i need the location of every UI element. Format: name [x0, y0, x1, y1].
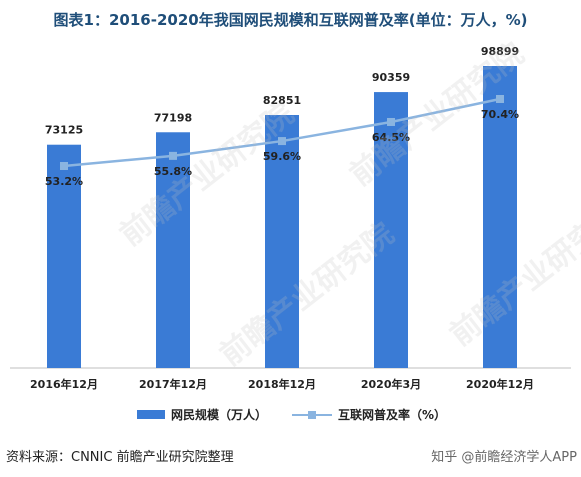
legend-label-line: 互联网普及率（%） — [338, 408, 447, 422]
line-point — [387, 117, 395, 126]
legend-swatch-line — [292, 410, 332, 420]
line-value-label: 55.8% — [154, 165, 192, 178]
bar — [374, 92, 408, 369]
bar — [265, 115, 299, 368]
x-tick-label: 2018年12月 — [248, 377, 316, 391]
credit-note: 知乎 @前瞻经济学人APP — [431, 450, 577, 465]
x-tick-label: 2016年12月 — [30, 377, 98, 391]
legend: 网民规模（万人） 互联网普及率（%） — [0, 406, 581, 426]
line-value-label: 64.5% — [372, 131, 410, 144]
x-tick-label: 2020年12月 — [466, 377, 534, 391]
bar — [483, 66, 517, 368]
chart-title: 图表1：2016-2020年我国网民规模和互联网普及率(单位：万人，%) — [53, 11, 528, 29]
line-point — [496, 95, 504, 103]
x-tick-label: 2020年3月 — [361, 377, 421, 391]
x-tick-label: 2017年12月 — [139, 377, 207, 391]
bar — [156, 132, 190, 368]
bar-value-label: 73125 — [45, 124, 83, 137]
line-value-label: 70.4% — [481, 108, 519, 121]
bar-value-label: 98899 — [481, 45, 519, 58]
legend-label-bar: 网民规模（万人） — [171, 408, 268, 422]
bar-value-label: 77198 — [154, 111, 192, 124]
line-point — [169, 151, 177, 160]
legend-swatch-bar — [137, 410, 165, 419]
line-value-label: 53.2% — [45, 175, 83, 188]
line-point — [278, 137, 286, 146]
line-point — [60, 162, 68, 170]
bar-value-label: 82851 — [263, 94, 301, 107]
bar — [47, 144, 81, 368]
bar-value-label: 90359 — [372, 71, 410, 84]
legend-item-bar: 网民规模（万人） — [137, 406, 267, 423]
legend-item-line: 互联网普及率（%） — [292, 406, 446, 423]
chart: 73125 2016年12月 77198 2017年12月 82851 2018年12月 9… — [10, 45, 571, 391]
line-value-label: 59.6% — [263, 150, 301, 163]
source-note: 资料来源：CNNIC 前瞻产业研究院整理 — [6, 450, 234, 465]
